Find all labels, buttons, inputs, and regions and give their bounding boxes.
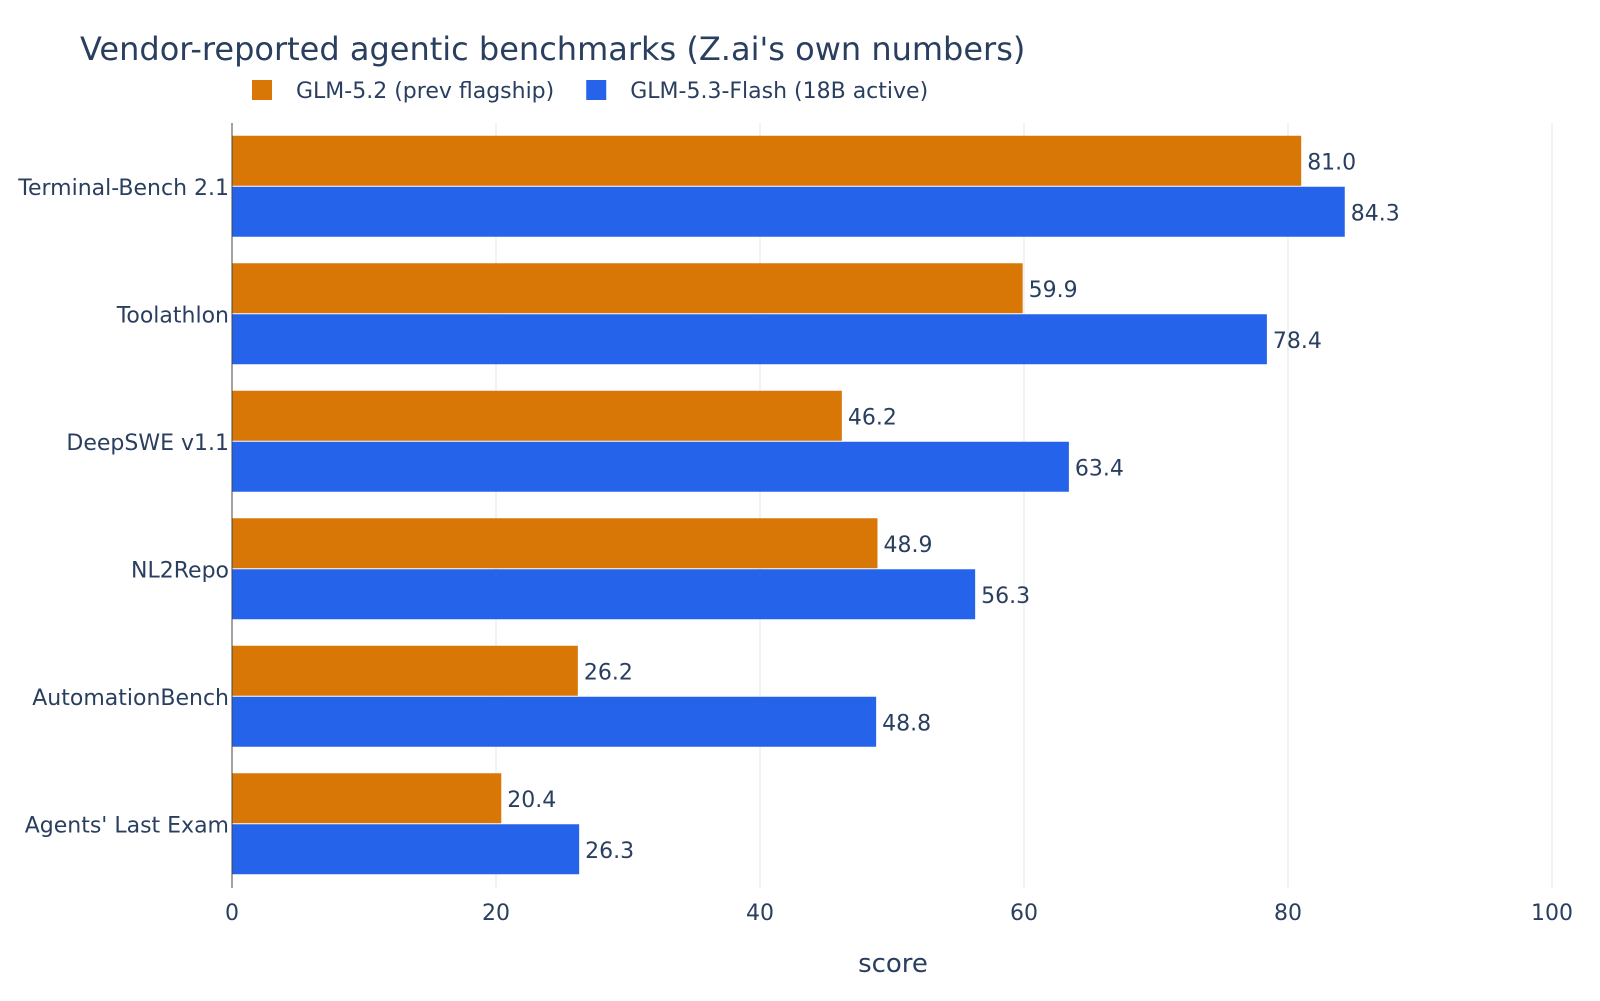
bar-value-label: 84.3 <box>1351 201 1400 226</box>
y-tick-label: Toolathlon <box>116 303 229 328</box>
gridlines <box>495 123 1553 888</box>
x-tick-label: 0 <box>225 901 239 926</box>
bar <box>232 696 877 747</box>
bar-value-label: 26.3 <box>585 839 634 864</box>
bar-value-label: 46.2 <box>848 405 897 430</box>
legend-label: GLM-5.2 (prev flagship) <box>296 79 554 104</box>
bar-value-label: 20.4 <box>507 788 556 813</box>
bar <box>232 441 1069 492</box>
legend[interactable]: GLM-5.2 (prev flagship) GLM-5.3-Flash (18… <box>252 79 928 104</box>
bar-value-label: 59.9 <box>1029 278 1078 303</box>
bars: 81.0 84.3 59.9 78.4 46.2 63.4 48.9 56.3 26.2 48.8… <box>232 135 1400 875</box>
bar <box>232 645 578 696</box>
x-tick-label: 20 <box>482 901 510 926</box>
y-tick-label: AutomationBench <box>32 686 229 711</box>
y-tick-label: NL2Repo <box>131 558 229 583</box>
x-axis-title: score <box>858 949 928 979</box>
bar <box>232 824 580 875</box>
bar-value-label: 78.4 <box>1273 329 1322 354</box>
bar <box>232 263 1023 314</box>
bar <box>232 518 878 569</box>
bar <box>232 390 842 441</box>
y-tick-label: Agents' Last Exam <box>25 813 229 838</box>
bar-value-label: 56.3 <box>981 584 1030 609</box>
legend-item[interactable]: GLM-5.3-Flash (18B active) <box>586 79 928 104</box>
bar-value-label: 63.4 <box>1075 456 1124 481</box>
legend-item[interactable]: GLM-5.2 (prev flagship) <box>252 79 554 104</box>
legend-label: GLM-5.3-Flash (18B active) <box>630 79 928 104</box>
bar-value-label: 26.2 <box>584 660 633 685</box>
bar-value-label: 81.0 <box>1307 150 1356 175</box>
x-tick-label: 40 <box>746 901 774 926</box>
bar <box>232 773 502 824</box>
bar <box>232 569 976 620</box>
axes: 0 20 40 60 80 100 Terminal-Bench 2.1 Toolathlon… <box>17 123 1573 926</box>
bar <box>232 135 1302 186</box>
x-tick-label: 80 <box>1274 901 1302 926</box>
bar-value-label: 48.9 <box>883 533 932 558</box>
bar-value-label: 48.8 <box>882 711 931 736</box>
bar <box>232 314 1267 365</box>
bar <box>232 186 1345 237</box>
x-tick-label: 60 <box>1010 901 1038 926</box>
chart-title: Vendor-reported agentic benchmarks (Z.ai… <box>80 30 1025 68</box>
legend-swatch <box>586 80 607 100</box>
legend-swatch <box>252 80 272 100</box>
y-tick-label: Terminal-Bench 2.1 <box>17 176 229 201</box>
y-tick-label: DeepSWE v1.1 <box>66 431 229 456</box>
x-tick-label: 100 <box>1531 901 1573 926</box>
